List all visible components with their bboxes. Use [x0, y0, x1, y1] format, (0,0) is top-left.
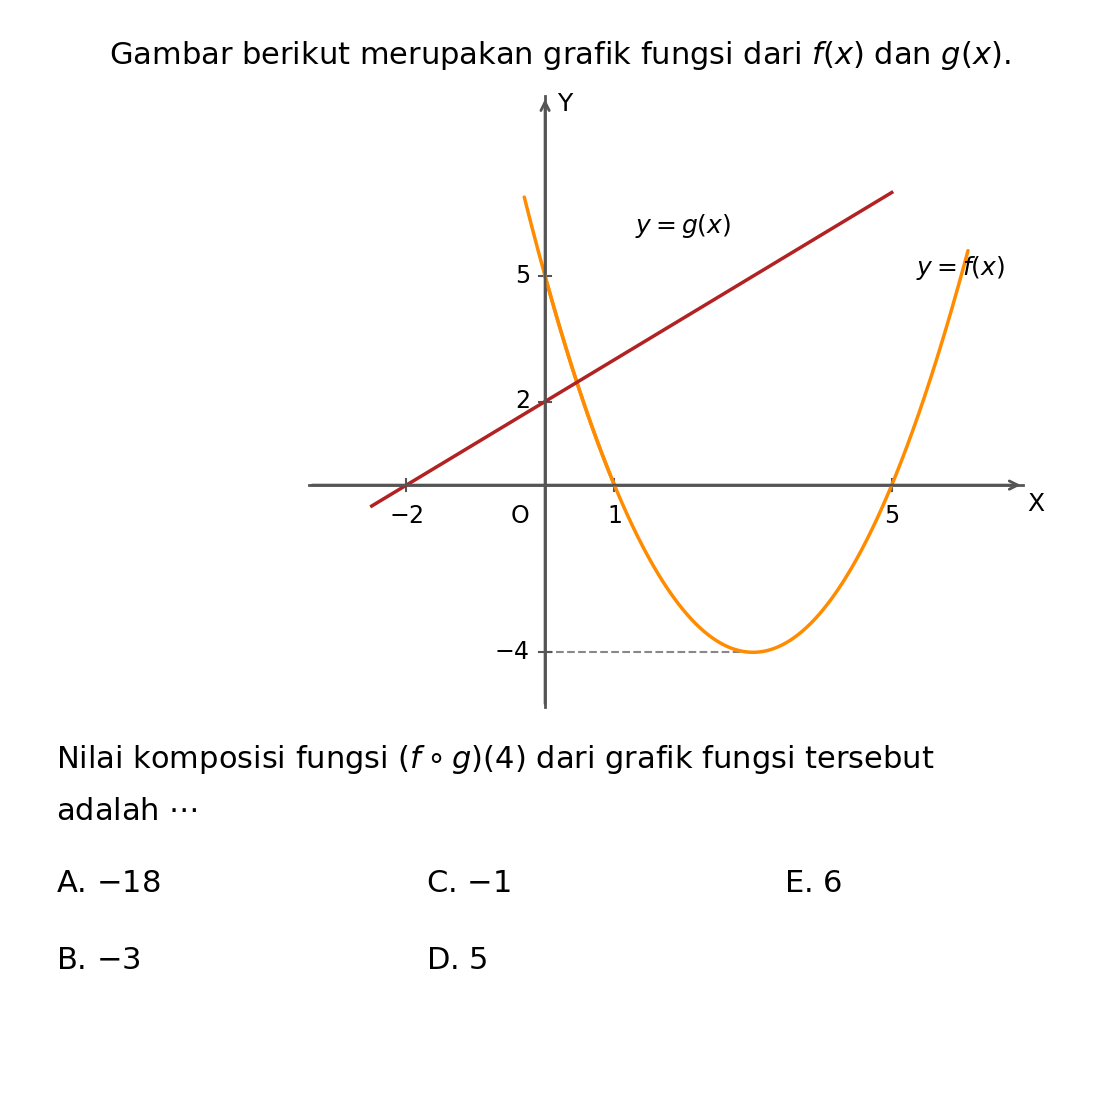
Text: $5$: $5$ — [515, 264, 530, 288]
Text: B. $-3$: B. $-3$ — [56, 946, 141, 975]
Text: E. $6$: E. $6$ — [784, 869, 842, 898]
Text: $y = f(x)$: $y = f(x)$ — [916, 254, 1005, 282]
Text: $2$: $2$ — [515, 389, 530, 414]
Text: $-2$: $-2$ — [389, 504, 423, 528]
Text: $5$: $5$ — [884, 504, 899, 528]
Text: Nilai komposisi fungsi $(f \circ g)(4)$ dari grafik fungsi tersebut: Nilai komposisi fungsi $(f \circ g)(4)$ … — [56, 742, 934, 775]
Text: $1$: $1$ — [607, 504, 622, 528]
Text: O: O — [511, 504, 530, 528]
Text: Y: Y — [558, 92, 572, 117]
Text: adalah $\cdots$: adalah $\cdots$ — [56, 798, 198, 826]
Text: X: X — [1027, 492, 1044, 516]
Text: A. $-18$: A. $-18$ — [56, 869, 160, 898]
Text: D. $5$: D. $5$ — [426, 946, 487, 975]
Text: C. $-1$: C. $-1$ — [426, 869, 511, 898]
Text: $-4$: $-4$ — [494, 640, 530, 664]
Text: $y = g(x)$: $y = g(x)$ — [635, 212, 731, 240]
Text: Gambar berikut merupakan grafik fungsi dari $f(x)$ dan $g(x)$.: Gambar berikut merupakan grafik fungsi d… — [110, 39, 1010, 72]
